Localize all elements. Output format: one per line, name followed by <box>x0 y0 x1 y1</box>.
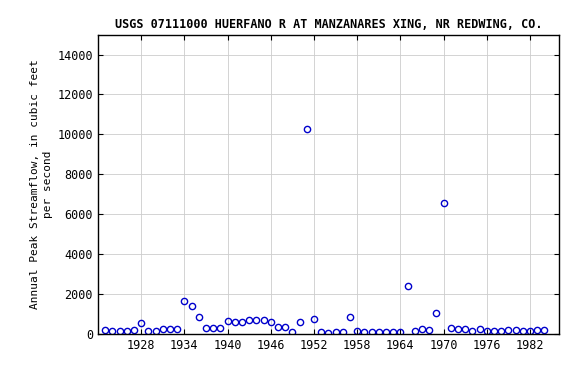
Y-axis label: Annual Peak Streamflow, in cubic feet
per second: Annual Peak Streamflow, in cubic feet pe… <box>30 60 53 309</box>
Title: USGS 07111000 HUERFANO R AT MANZANARES XING, NR REDWING, CO.: USGS 07111000 HUERFANO R AT MANZANARES X… <box>115 18 542 31</box>
